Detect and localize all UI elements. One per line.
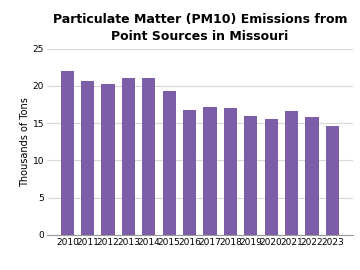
Bar [285, 111, 298, 235]
Bar [183, 110, 196, 235]
Title: Particulate Matter (PM10) Emissions from
Point Sources in Missouri: Particulate Matter (PM10) Emissions from… [53, 13, 347, 43]
Bar [81, 81, 94, 235]
Bar [224, 108, 237, 235]
Bar [61, 71, 74, 235]
Bar [265, 119, 278, 235]
Bar [203, 107, 217, 235]
Bar [142, 78, 156, 235]
Bar [244, 116, 257, 235]
Bar [305, 117, 319, 235]
Y-axis label: Thousands of Tons: Thousands of Tons [20, 97, 30, 187]
Bar [102, 84, 115, 235]
Bar [122, 78, 135, 235]
Bar [326, 126, 339, 235]
Bar [163, 91, 176, 235]
